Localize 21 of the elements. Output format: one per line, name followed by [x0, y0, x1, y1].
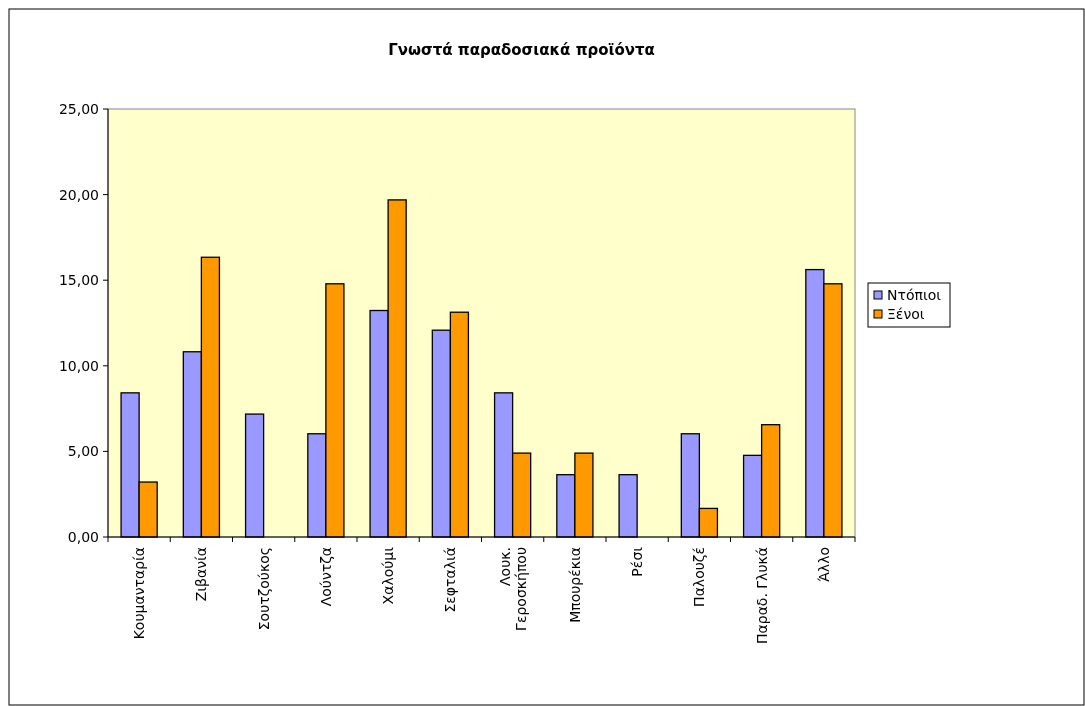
- chart-title: Γνωστά παραδοσιακά προϊόντα: [388, 41, 655, 59]
- x-tick-label: Λουκ. Γεροσκήπου: [496, 547, 529, 631]
- x-tick-label: Παραδ. Γλυκά: [753, 547, 770, 645]
- y-tick-label: 20,00: [58, 186, 99, 203]
- x-tick-label: Σεφταλιά: [442, 547, 459, 613]
- x-tick-label: Μπουρέκια: [566, 547, 583, 623]
- x-tick-label: Παλουζέ: [691, 547, 708, 607]
- x-tick-label: Χαλούμι: [380, 546, 397, 605]
- x-tick-label: Ζιβανία: [193, 547, 210, 602]
- y-tick-label: 10,00: [58, 357, 99, 374]
- x-tick-label: Άλλο: [815, 547, 832, 582]
- y-tick-label: 5,00: [67, 443, 99, 460]
- x-tick-label: Ρέσι: [629, 546, 646, 577]
- y-tick-label: 15,00: [58, 272, 99, 289]
- x-tick-label: Λούντζα: [317, 547, 334, 607]
- y-tick-label: 25,00: [58, 100, 99, 117]
- x-tick-label: Κουμανταρία: [131, 547, 148, 640]
- x-tick-label: Σουτζούκος: [255, 547, 272, 631]
- legend-label: Ξένοι: [887, 305, 925, 322]
- legend-label: Ντόπιοι: [887, 286, 942, 303]
- y-tick-label: 0,00: [67, 528, 99, 545]
